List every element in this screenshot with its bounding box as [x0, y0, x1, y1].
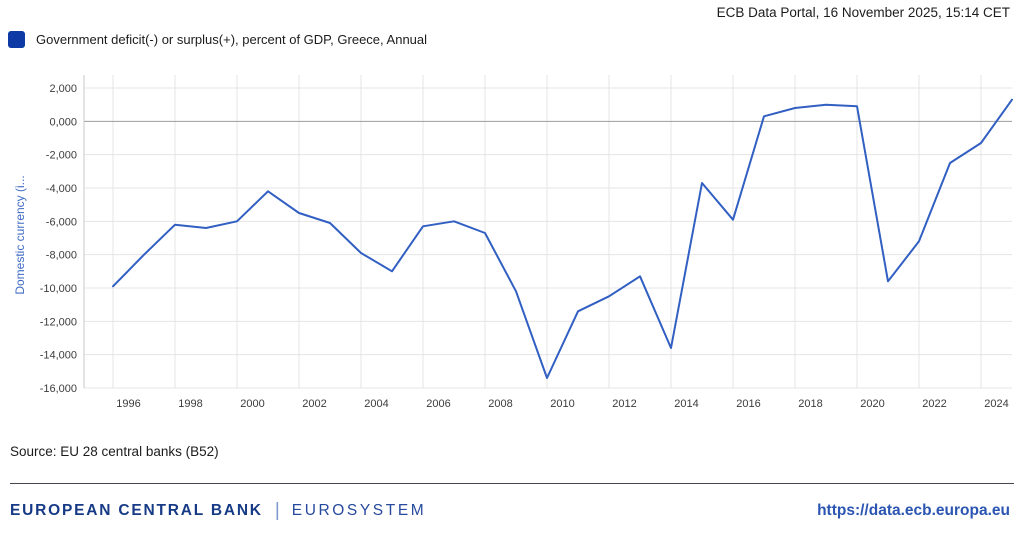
page-title: ECB Data Portal, 16 November 2025, 15:14… [716, 5, 1010, 20]
y-tick-label-4: -6,000 [46, 216, 77, 228]
data-portal-url: https://data.ecb.europa.eu [817, 502, 1010, 519]
y-tick-label-9: -16,000 [40, 383, 77, 395]
ecb-wordmark: EUROPEAN CENTRAL BANK | EUROSYSTEM [10, 501, 426, 520]
y-axis-title: Domestic currency (i... [13, 175, 27, 294]
horizontal-gridlines [84, 87, 1012, 389]
x-tick-label-2012: 2012 [612, 398, 636, 410]
x-tick-label-1996: 1996 [116, 398, 140, 410]
source-note: Source: EU 28 central banks (B52) [10, 444, 219, 459]
x-tick-label-2016: 2016 [736, 398, 760, 410]
x-tick-label-2018: 2018 [798, 398, 822, 410]
legend-color-swatch-icon [8, 31, 25, 48]
x-tick-label-2002: 2002 [302, 398, 326, 410]
y-axis-tick-labels: 2,000 0,000 -2,000 -4,000 -6,000 -8,000 -10,00… [40, 83, 77, 395]
x-tick-label-2010: 2010 [550, 398, 574, 410]
y-tick-label-8: -14,000 [40, 350, 77, 362]
y-tick-label-1: 0,000 [49, 116, 77, 128]
data-line-greece [112, 98, 1013, 379]
y-tick-label-3: -4,000 [46, 183, 77, 195]
x-tick-label-2024: 2024 [984, 398, 1008, 410]
y-tick-label-7: -12,000 [40, 316, 77, 328]
y-tick-label-6: -10,000 [40, 283, 77, 295]
x-tick-label-2006: 2006 [426, 398, 450, 410]
y-tick-label-5: -8,000 [46, 250, 77, 262]
legend-series-label: Government deficit(-) or surplus(+), per… [36, 32, 428, 47]
x-tick-label-2014: 2014 [674, 398, 698, 410]
european-central-bank-wordmark: EUROPEAN CENTRAL BANK [10, 501, 263, 519]
eurosystem-wordmark: EUROSYSTEM [291, 501, 427, 519]
y-tick-label-2: -2,000 [46, 150, 77, 162]
y-tick-label-0: 2,000 [49, 83, 77, 95]
x-tick-label-2022: 2022 [922, 398, 946, 410]
x-tick-label-1998: 1998 [178, 398, 202, 410]
x-tick-label-2020: 2020 [860, 398, 884, 410]
wordmark-separator: | [274, 500, 280, 521]
x-tick-label-2008: 2008 [488, 398, 512, 410]
x-tick-label-2004: 2004 [364, 398, 388, 410]
x-tick-label-2000: 2000 [240, 398, 264, 410]
footer-divider [10, 483, 1014, 484]
line-chart: 2,000 0,000 -2,000 -4,000 -6,000 -8,000 -10,00… [13, 75, 1013, 410]
chart-legend: Government deficit(-) or surplus(+), per… [8, 31, 427, 48]
vertical-gridlines [112, 75, 982, 388]
x-axis-tick-labels: 1996 1998 2000 2002 2004 2006 2008 2010 2012 2014… [116, 398, 1008, 410]
